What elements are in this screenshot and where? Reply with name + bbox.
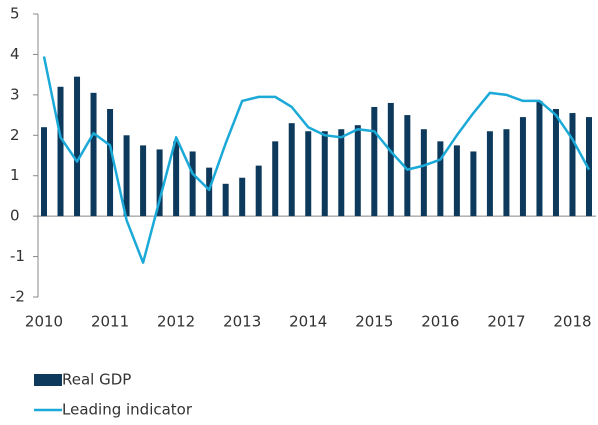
y-tick-label: -2 [10,288,25,306]
y-tick-label: -1 [10,247,25,265]
bar [288,123,295,217]
bar [41,127,47,217]
bar [140,145,147,217]
bar [536,100,543,217]
y-tick-label: 5 [10,5,20,23]
bar [437,141,444,217]
y-tick-label: 2 [10,126,20,144]
x-tick-label: 2010 [25,313,63,331]
bar [338,129,345,217]
x-tick-label: 2012 [157,313,195,331]
x-tick-label: 2015 [355,313,393,331]
bar [222,183,229,217]
x-tick-label: 2011 [91,313,129,331]
bar [387,102,394,217]
y-tick-label: 0 [10,207,20,225]
bar [123,135,130,217]
bar [107,109,114,217]
bar [503,129,510,217]
bar [90,92,97,217]
bar [371,106,378,217]
bar [519,117,526,217]
bar [255,165,262,217]
bar [156,149,163,217]
line [42,56,591,264]
x-tick-label: 2018 [553,313,591,331]
bar [354,125,361,217]
y-tick-label: 3 [10,85,20,103]
y-tick-label: 1 [10,166,20,184]
bar [569,113,576,217]
bar [404,115,411,217]
legend-swatch [34,374,62,386]
x-tick-label: 2014 [289,313,327,331]
x-tick-label: 2017 [487,313,525,331]
legend-label: Leading indicator [62,401,193,419]
y-tick-label: 4 [10,45,20,63]
bar [173,141,180,217]
bar [486,131,493,217]
bar [189,151,196,217]
bar [586,117,592,217]
bar [74,76,81,217]
bar [552,109,559,217]
bar [272,141,279,217]
bar [239,177,246,217]
legend-label: Real GDP [62,371,131,389]
bar [420,129,427,217]
bar [206,167,213,217]
bar [321,131,328,217]
bar [57,86,64,217]
bar [305,131,312,217]
x-tick-label: 2016 [421,313,459,331]
x-tick-label: 2013 [223,313,261,331]
bar [470,151,477,217]
bar [453,145,460,217]
